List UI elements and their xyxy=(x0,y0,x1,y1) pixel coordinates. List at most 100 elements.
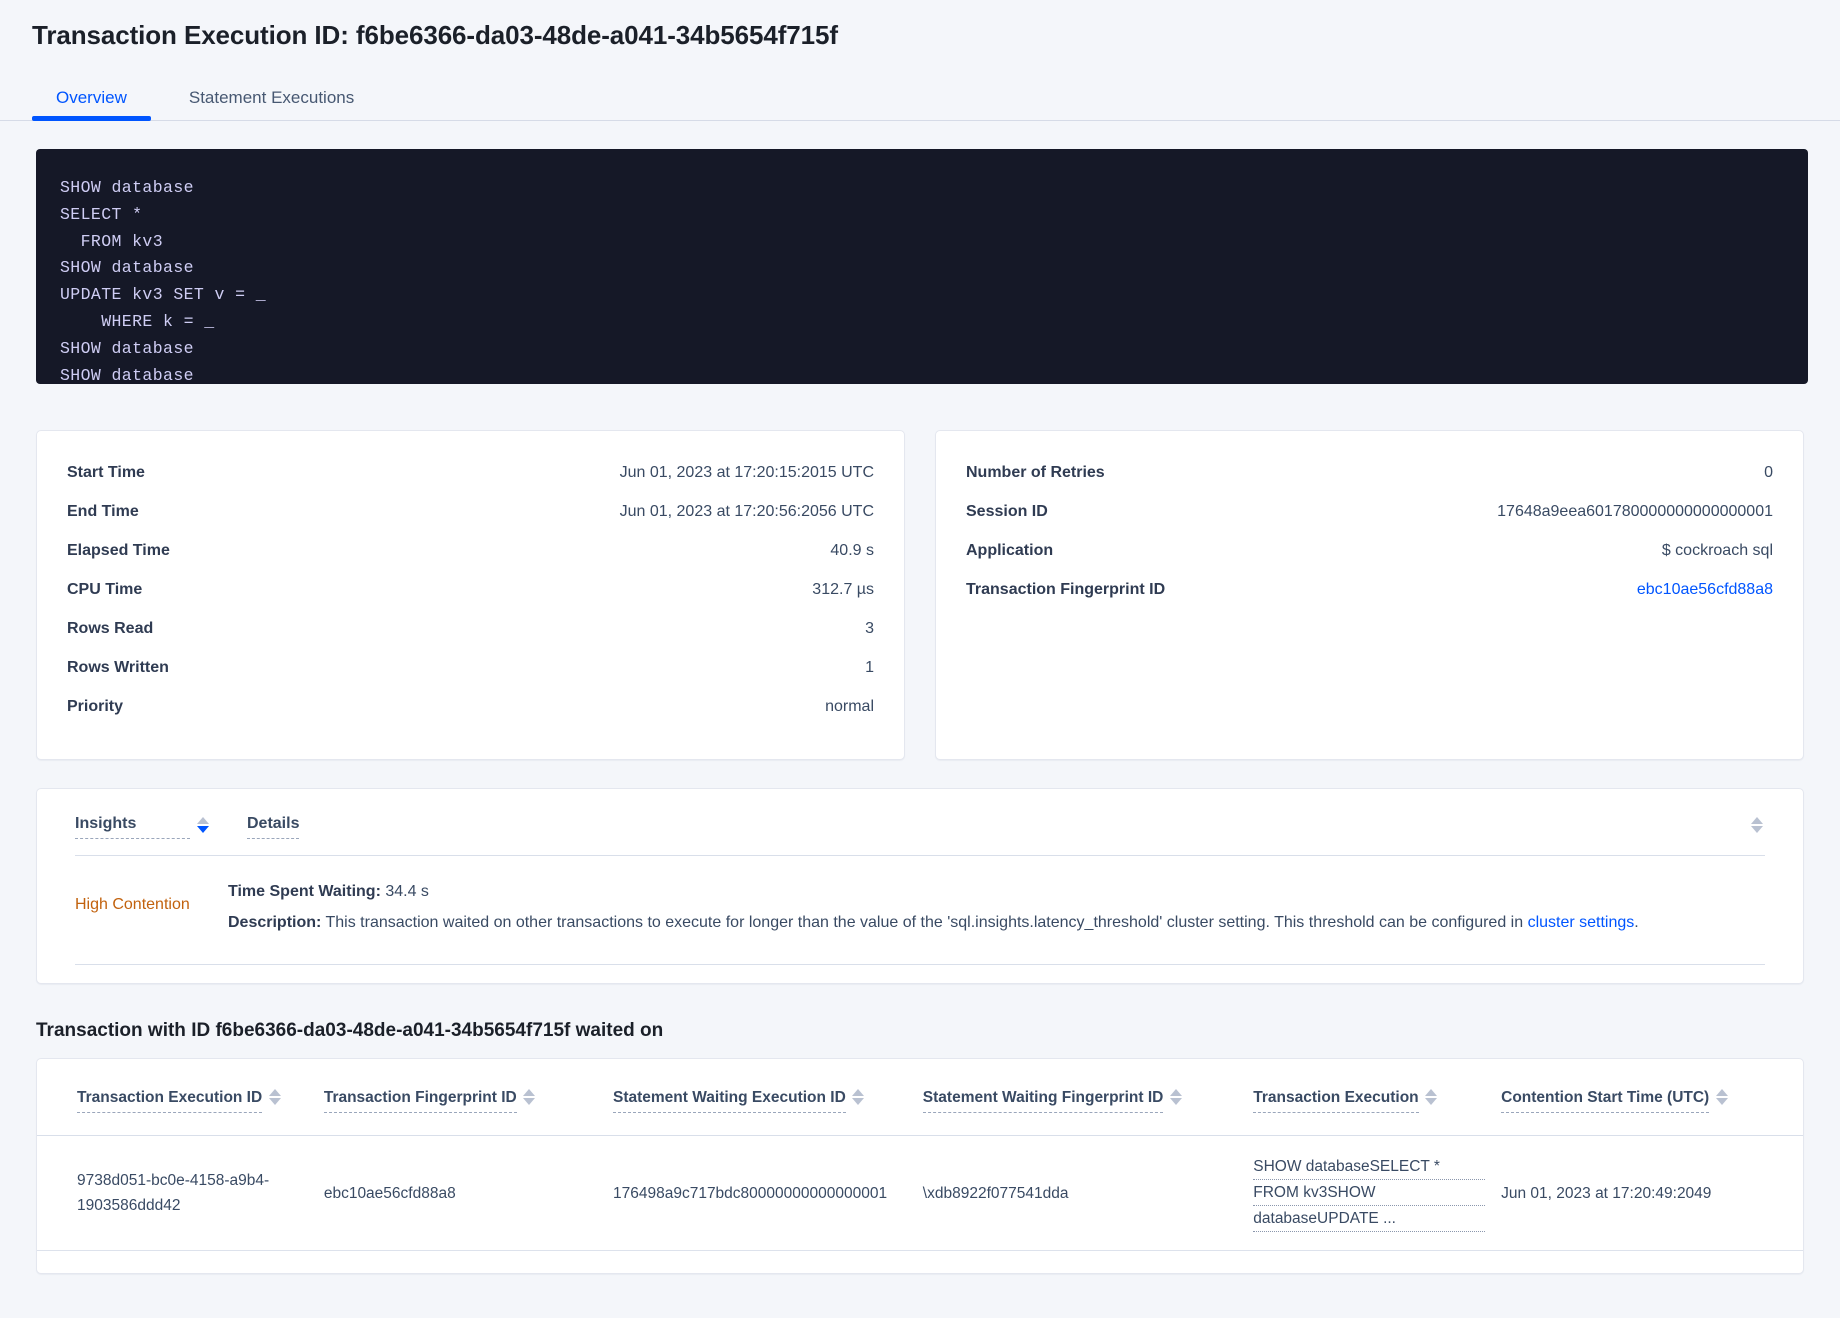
transaction-execution-preview-line[interactable]: databaseUPDATE ... xyxy=(1253,1206,1486,1232)
session-summary-card: Number of Retries 0 Session ID 17648a9ee… xyxy=(935,430,1804,760)
transaction-execution-preview-line[interactable]: FROM kv3SHOW xyxy=(1253,1180,1486,1206)
column-label[interactable]: Transaction Execution xyxy=(1253,1089,1419,1113)
sort-arrows-icon[interactable] xyxy=(852,1089,865,1105)
cell-transaction-fingerprint-id: ebc10ae56cfd88a8 xyxy=(323,1184,456,1202)
sort-arrows-icon[interactable] xyxy=(1169,1089,1182,1105)
row-value: 17648a9eea601780000000000000001 xyxy=(1497,502,1773,520)
row-value: Jun 01, 2023 at 17:20:56:2056 UTC xyxy=(619,502,874,520)
time-spent-waiting-label: Time Spent Waiting: xyxy=(228,883,381,900)
row-label: Number of Retries xyxy=(966,463,1105,481)
row-label: Session ID xyxy=(966,502,1048,520)
description-text: This transaction waited on other transac… xyxy=(325,914,1528,931)
column-transaction-fingerprint-id[interactable]: Transaction Fingerprint ID xyxy=(316,1059,605,1136)
summary-row-start-time: Start Time Jun 01, 2023 at 17:20:15:2015… xyxy=(67,453,874,492)
column-contention-start-time[interactable]: Contention Start Time (UTC) xyxy=(1493,1059,1803,1136)
waited-on-section-title: Transaction with ID f6be6366-da03-48de-a… xyxy=(36,1020,664,1041)
summary-row-rows-read: Rows Read 3 xyxy=(67,609,874,648)
summary-row-rows-written: Rows Written 1 xyxy=(67,648,874,687)
sql-line: UPDATE kv3 SET v = _ xyxy=(60,285,267,305)
waited-on-table-card: Transaction Execution ID Transaction Fin… xyxy=(36,1058,1804,1274)
sort-arrows-icon[interactable] xyxy=(268,1089,281,1105)
column-transaction-execution-id[interactable]: Transaction Execution ID xyxy=(37,1059,316,1136)
row-label: Rows Read xyxy=(67,619,154,637)
row-label: CPU Time xyxy=(67,580,143,598)
cell-statement-waiting-fingerprint-id: \xdb8922f077541dda xyxy=(922,1184,1069,1202)
summary-row-cpu-time: CPU Time 312.7 µs xyxy=(67,570,874,609)
column-statement-waiting-execution-id[interactable]: Statement Waiting Execution ID xyxy=(605,1059,915,1136)
column-label[interactable]: Statement Waiting Fingerprint ID xyxy=(922,1089,1164,1113)
summary-row-application: Application $ cockroach sql xyxy=(966,531,1773,570)
preview-text[interactable]: databaseUPDATE ... xyxy=(1253,1206,1486,1232)
cell-transaction-execution[interactable]: SHOW databaseSELECT * FROM kv3SHOW datab… xyxy=(1245,1136,1493,1251)
sort-arrows-icon[interactable] xyxy=(1750,817,1763,833)
page-title: Transaction Execution ID: f6be6366-da03-… xyxy=(32,20,838,50)
sort-arrows-icon[interactable] xyxy=(523,1089,536,1105)
summary-row-session-id: Session ID 17648a9eea6017800000000000000… xyxy=(966,492,1773,531)
row-label: End Time xyxy=(67,502,139,520)
sql-line: SHOW database xyxy=(60,178,194,197)
summary-row-transaction-fingerprint-id: Transaction Fingerprint ID ebc10ae56cfd8… xyxy=(966,570,1773,609)
sql-line: FROM kv3 xyxy=(60,231,164,251)
cell-transaction-execution-id: 9738d051-bc0e-4158-a9b4-1903586ddd42 xyxy=(77,1172,270,1214)
table-body: 9738d051-bc0e-4158-a9b4-1903586ddd42 ebc… xyxy=(37,1136,1803,1251)
sql-line: SHOW database xyxy=(60,365,194,385)
row-label: Start Time xyxy=(67,463,145,481)
tab-overview[interactable]: Overview xyxy=(32,88,151,121)
summary-cards-row: Start Time Jun 01, 2023 at 17:20:15:2015… xyxy=(36,430,1804,760)
row-label: Priority xyxy=(67,697,124,715)
divider xyxy=(75,964,1765,965)
summary-row-elapsed-time: Elapsed Time 40.9 s xyxy=(67,531,874,570)
table-header: Transaction Execution ID Transaction Fin… xyxy=(37,1059,1803,1136)
transaction-fingerprint-id-link[interactable]: ebc10ae56cfd88a8 xyxy=(1636,580,1773,598)
sql-line: WHERE k = _ xyxy=(60,311,215,331)
sort-arrows-icon[interactable] xyxy=(196,817,209,833)
sort-arrows-icon[interactable] xyxy=(1425,1089,1438,1105)
sql-query-block: SHOW database SELECT * FROM kv3 SHOW dat… xyxy=(36,149,1808,385)
waited-on-table: Transaction Execution ID Transaction Fin… xyxy=(37,1059,1803,1251)
description-tail: . xyxy=(1634,914,1639,931)
insight-type-label: High Contention xyxy=(75,896,190,913)
sql-line: SHOW database xyxy=(60,258,194,278)
insights-column-insights[interactable]: Insights xyxy=(75,815,190,839)
description-line: Description: This transaction waited on … xyxy=(228,907,1765,938)
preview-text[interactable]: FROM kv3SHOW xyxy=(1253,1180,1486,1206)
row-value: 3 xyxy=(865,619,874,637)
row-value: $ cockroach sql xyxy=(1661,541,1773,559)
row-value: 1 xyxy=(865,658,874,676)
time-spent-waiting-value: 34.4 s xyxy=(385,883,429,900)
tab-statement-executions[interactable]: Statement Executions xyxy=(188,88,355,107)
preview-text[interactable]: SHOW databaseSELECT * xyxy=(1253,1154,1486,1180)
sql-line: SELECT * xyxy=(60,204,143,224)
table-row[interactable]: 9738d051-bc0e-4158-a9b4-1903586ddd42 ebc… xyxy=(37,1136,1803,1251)
row-value: Jun 01, 2023 at 17:20:15:2015 UTC xyxy=(619,463,874,481)
description-label: Description: xyxy=(228,914,322,931)
insight-row: High Contention Time Spent Waiting: 34.4… xyxy=(37,856,1803,964)
row-label: Transaction Fingerprint ID xyxy=(966,580,1166,598)
row-value: normal xyxy=(825,697,874,715)
row-label: Elapsed Time xyxy=(67,541,170,559)
column-label[interactable]: Transaction Execution ID xyxy=(77,1089,263,1113)
summary-row-number-of-retries: Number of Retries 0 xyxy=(966,453,1773,492)
sort-arrows-icon[interactable] xyxy=(1715,1089,1728,1105)
row-value: 40.9 s xyxy=(830,541,874,559)
execution-summary-card: Start Time Jun 01, 2023 at 17:20:15:2015… xyxy=(36,430,905,760)
row-label: Application xyxy=(966,541,1054,559)
column-statement-waiting-fingerprint-id[interactable]: Statement Waiting Fingerprint ID xyxy=(915,1059,1245,1136)
row-value: 0 xyxy=(1764,463,1773,481)
row-value: 312.7 µs xyxy=(812,580,874,598)
column-label[interactable]: Transaction Fingerprint ID xyxy=(323,1089,517,1113)
insights-column-details[interactable]: Details xyxy=(247,815,300,839)
sql-line: SHOW database xyxy=(60,338,194,358)
tab-bar: Overview Statement Executions xyxy=(0,73,1840,121)
column-label[interactable]: Statement Waiting Execution ID xyxy=(612,1089,846,1113)
time-spent-waiting-line: Time Spent Waiting: 34.4 s xyxy=(228,876,1765,907)
column-transaction-execution[interactable]: Transaction Execution xyxy=(1245,1059,1493,1136)
column-label[interactable]: Contention Start Time (UTC) xyxy=(1501,1089,1710,1113)
summary-row-priority: Priority normal xyxy=(67,687,874,726)
cell-contention-start-time: Jun 01, 2023 at 17:20:49:2049 xyxy=(1501,1184,1712,1202)
cluster-settings-link[interactable]: cluster settings xyxy=(1527,914,1635,931)
divider xyxy=(75,855,1765,856)
transaction-execution-preview-line[interactable]: SHOW databaseSELECT * xyxy=(1253,1154,1486,1180)
row-label: Rows Written xyxy=(67,658,169,676)
